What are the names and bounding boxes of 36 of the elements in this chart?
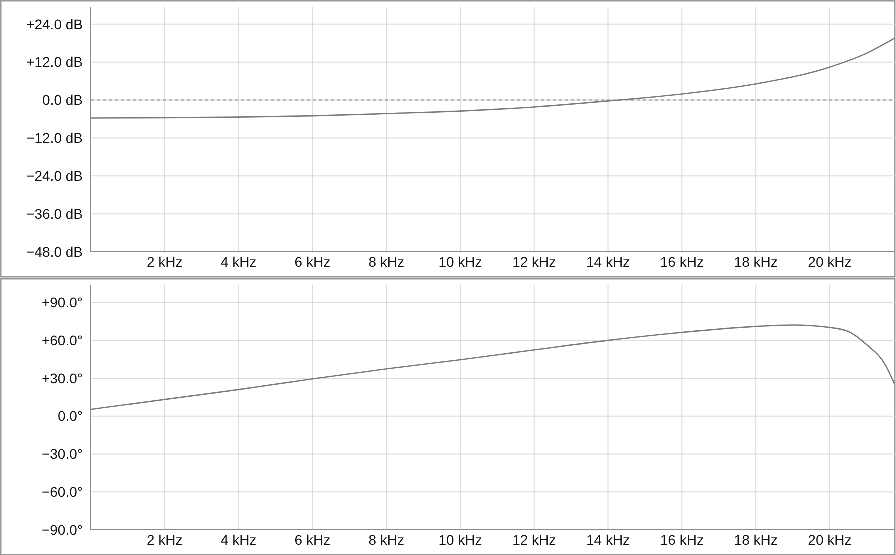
y-tick-label: 0.0°: [58, 408, 83, 424]
x-tick-label: 2 kHz: [147, 254, 183, 270]
y-tick-label: 0.0 dB: [42, 92, 83, 108]
x-tick-label: 16 kHz: [660, 254, 704, 270]
y-tick-label: −60.0°: [42, 484, 83, 500]
y-tick-label: −12.0 dB: [26, 130, 83, 146]
y-tick-label: −24.0 dB: [26, 168, 83, 184]
x-tick-label: 16 kHz: [660, 532, 704, 548]
x-tick-label: 20 kHz: [808, 254, 852, 270]
x-tick-label: 18 kHz: [734, 254, 778, 270]
y-tick-label: −36.0 dB: [26, 206, 83, 222]
y-tick-label: +12.0 dB: [26, 54, 83, 70]
y-tick-label: +60.0°: [42, 332, 83, 348]
y-tick-label: −90.0°: [42, 522, 83, 538]
x-tick-label: 20 kHz: [808, 532, 852, 548]
x-tick-label: 14 kHz: [586, 532, 630, 548]
y-tick-label: −30.0°: [42, 446, 83, 462]
x-tick-label: 18 kHz: [734, 532, 778, 548]
x-tick-label: 10 kHz: [438, 254, 482, 270]
x-tick-label: 4 kHz: [220, 532, 257, 548]
x-tick-label: 8 kHz: [368, 254, 404, 270]
y-tick-label: −48.0 dB: [26, 244, 83, 260]
x-tick-label: 12 kHz: [512, 532, 556, 548]
x-tick-label: 6 kHz: [294, 254, 331, 270]
x-tick-label: 4 kHz: [220, 254, 257, 270]
x-tick-label: 8 kHz: [368, 532, 404, 548]
x-tick-label: 10 kHz: [438, 532, 482, 548]
x-tick-label: 12 kHz: [512, 254, 556, 270]
y-tick-label: +24.0 dB: [26, 16, 83, 32]
y-tick-label: +90.0°: [42, 294, 83, 311]
x-tick-label: 2 kHz: [147, 532, 183, 548]
x-tick-label: 14 kHz: [586, 254, 630, 270]
x-tick-label: 6 kHz: [294, 532, 331, 548]
line-series: [90, 38, 896, 119]
line-series: [90, 324, 896, 410]
y-tick-label: +30.0°: [42, 370, 83, 386]
